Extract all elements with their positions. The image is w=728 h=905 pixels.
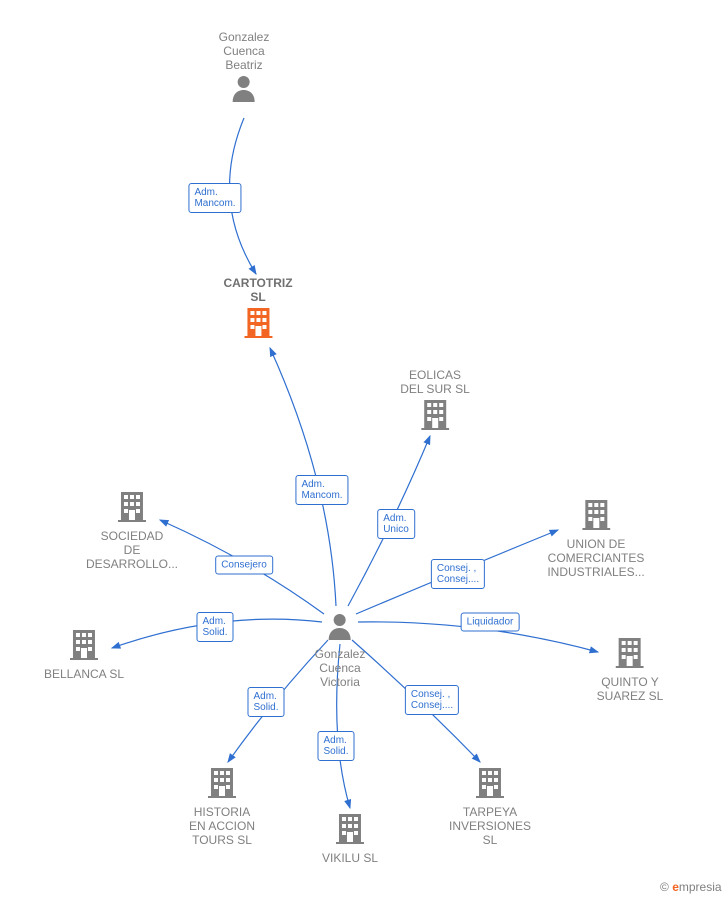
edge-label-gcv-eolicas[interactable]: Adm. Unico — [377, 509, 415, 539]
node-union[interactable]: UNION DE COMERCIANTES INDUSTRIALES... — [547, 498, 644, 579]
node-label: BELLANCA SL — [44, 667, 124, 681]
node-historia[interactable]: HISTORIA EN ACCION TOURS SL — [189, 766, 255, 847]
building-icon — [223, 306, 292, 343]
node-label: SOCIEDAD DE DESARROLLO... — [86, 529, 178, 571]
building-icon — [86, 490, 178, 527]
edge-label-gcv-bellanca[interactable]: Adm. Solid. — [196, 612, 233, 642]
building-icon — [400, 398, 470, 435]
node-label: VIKILU SL — [322, 851, 378, 865]
copyright: © empresia — [660, 880, 722, 894]
node-label: EOLICAS DEL SUR SL — [400, 368, 470, 396]
edge-label-gcv-vikilu[interactable]: Adm. Solid. — [317, 731, 354, 761]
building-icon — [449, 766, 531, 803]
building-icon — [597, 636, 664, 673]
node-tarpeya[interactable]: TARPEYA INVERSIONES SL — [449, 766, 531, 847]
building-icon — [44, 628, 124, 665]
node-cartotriz[interactable]: CARTOTRIZ SL — [223, 276, 292, 343]
copyright-prefix: © — [660, 880, 672, 894]
building-icon — [189, 766, 255, 803]
copyright-rest: mpresia — [679, 880, 722, 894]
edge-label-gcv-sociedad[interactable]: Consejero — [215, 556, 273, 575]
node-label: UNION DE COMERCIANTES INDUSTRIALES... — [547, 537, 644, 579]
person-icon — [315, 612, 366, 645]
node-gcb[interactable]: Gonzalez Cuenca Beatriz — [219, 30, 270, 107]
edge-label-gcv-historia[interactable]: Adm. Solid. — [247, 687, 284, 717]
graph-edges-layer — [0, 0, 728, 905]
edge-label-gcb-cartotriz[interactable]: Adm. Mancom. — [188, 183, 241, 213]
building-icon — [322, 812, 378, 849]
building-icon — [547, 498, 644, 535]
node-quinto[interactable]: QUINTO Y SUAREZ SL — [597, 636, 664, 703]
node-label: Gonzalez Cuenca Beatriz — [219, 30, 270, 72]
node-label: TARPEYA INVERSIONES SL — [449, 805, 531, 847]
edge-label-gcv-union[interactable]: Consej. , Consej.... — [431, 559, 485, 589]
edge-label-gcv-tarpeya[interactable]: Consej. , Consej.... — [405, 685, 459, 715]
node-label: Gonzalez Cuenca Victoria — [315, 647, 366, 689]
node-label: HISTORIA EN ACCION TOURS SL — [189, 805, 255, 847]
node-label: QUINTO Y SUAREZ SL — [597, 675, 664, 703]
node-label: CARTOTRIZ SL — [223, 276, 292, 304]
edge-label-gcv-quinto[interactable]: Liquidador — [461, 613, 520, 632]
person-icon — [219, 74, 270, 107]
copyright-logo-e: e — [672, 880, 679, 894]
node-sociedad[interactable]: SOCIEDAD DE DESARROLLO... — [86, 490, 178, 571]
node-gcv[interactable]: Gonzalez Cuenca Victoria — [315, 612, 366, 689]
edge-label-gcv-cartotriz[interactable]: Adm. Mancom. — [295, 475, 348, 505]
node-bellanca[interactable]: BELLANCA SL — [44, 628, 124, 681]
node-vikilu[interactable]: VIKILU SL — [322, 812, 378, 865]
node-eolicas[interactable]: EOLICAS DEL SUR SL — [400, 368, 470, 435]
